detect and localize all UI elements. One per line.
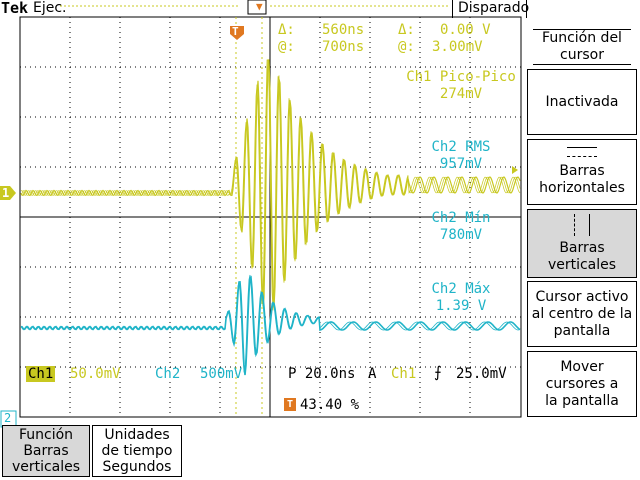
- timebase: P 20.0ns: [288, 366, 356, 382]
- menu-item-label: Barras verticales: [547, 239, 617, 273]
- side-menu-title: Función del cursor: [527, 25, 637, 69]
- menu-item-horizontal-bars[interactable]: Barras horizontales: [527, 139, 637, 205]
- menu-item-inactivada[interactable]: Inactivada: [527, 69, 637, 135]
- header-divider: [452, 0, 453, 18]
- measurement-value: 1.39 V: [435, 298, 487, 314]
- menu-item-vertical-bars[interactable]: Barras verticales: [527, 209, 637, 278]
- rising-edge-icon: ⨍: [434, 363, 442, 381]
- at-time-symbol: @:: [278, 39, 295, 55]
- bottom-menu-label: Función Barras verticales: [11, 427, 81, 475]
- trigger-position-icon: ▼: [256, 0, 263, 13]
- trigger-position: 43.40 %: [300, 397, 360, 413]
- ch1-label: Ch1: [26, 366, 56, 382]
- menu-item-label: Inactivada: [545, 93, 619, 110]
- ch2-waveform: [20, 274, 521, 376]
- ch2-scale: 500mV: [200, 366, 243, 382]
- measurement-name: Ch2 Máx: [431, 281, 491, 297]
- ch1-waveform: [20, 59, 521, 311]
- measurement-value: 780mV: [439, 227, 483, 243]
- bottom-menu-function[interactable]: Función Barras verticales: [2, 425, 90, 477]
- ch1-scale: 50.0mV: [70, 366, 121, 382]
- measurement-value: 274mV: [439, 86, 483, 102]
- ch2-label: Ch2: [155, 366, 181, 382]
- delta-volt-value: 0.00 V: [440, 22, 491, 38]
- at-volt-value: 3.00mV: [432, 39, 483, 55]
- trigger-status: Disparado: [458, 0, 530, 16]
- trigger-level: 25.0mV: [456, 366, 507, 382]
- brand-logo: Tek: [1, 0, 29, 17]
- trigger-source: Ch1: [391, 366, 417, 382]
- at-time-value: 700ns: [322, 39, 365, 55]
- menu-item-move-cursors[interactable]: Mover cursores a la pantalla: [527, 351, 637, 417]
- trigger-mode: A: [368, 366, 377, 382]
- ch2-ground-marker: 2: [4, 411, 12, 425]
- delta-time-value: 560ns: [322, 22, 365, 38]
- ch1-ground-marker: 1: [2, 186, 10, 200]
- delta-volt-symbol: Δ:: [398, 22, 415, 38]
- at-volt-symbol: @:: [398, 39, 415, 55]
- trigger-marker-icon: T: [232, 25, 239, 38]
- menu-item-label: Barras horizontales: [539, 163, 625, 196]
- run-state: Ejec.: [33, 0, 67, 16]
- bottom-menu-label: Unidades de tiempo Segundos: [101, 427, 173, 475]
- measurement-value: 957mV: [439, 156, 483, 172]
- menu-item-center-cursor[interactable]: Cursor activo al centro de la pantalla: [527, 281, 637, 347]
- measurement-name: Ch2 RMS: [431, 139, 491, 155]
- vertical-bars-icon: [574, 213, 590, 236]
- header-divider-2: [526, 0, 527, 18]
- menu-item-label: Mover cursores a la pantalla: [545, 358, 619, 409]
- bottom-menu-time-units[interactable]: Unidades de tiempo Segundos: [92, 425, 182, 477]
- side-menu-title-text: Función del cursor: [533, 29, 631, 65]
- horizontal-bars-icon: [567, 147, 597, 157]
- menu-item-label: Cursor activo al centro de la pantalla: [531, 288, 633, 339]
- trigger-position-marker-icon: T: [284, 398, 296, 411]
- measurement-name: Ch1 Pico-Pico: [406, 69, 516, 85]
- measurement-name: Ch2 Mín: [431, 210, 491, 226]
- delta-time-symbol: Δ:: [278, 22, 295, 38]
